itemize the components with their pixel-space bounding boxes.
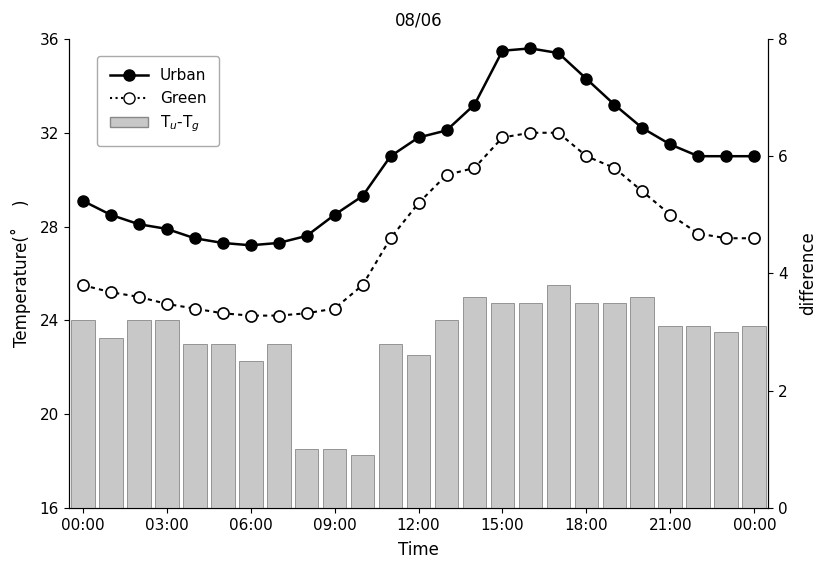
Green (637, 188, 647, 195)
Green (609, 165, 619, 172)
Green (720, 235, 730, 242)
Urban (218, 239, 227, 246)
Bar (351, 455, 374, 508)
Urban (441, 127, 451, 134)
Green (78, 282, 88, 288)
Green (301, 310, 311, 317)
Urban (469, 101, 479, 108)
Urban (497, 47, 507, 54)
Bar (546, 285, 570, 508)
Urban (246, 242, 256, 249)
Green (246, 312, 256, 319)
Green (497, 134, 507, 141)
Urban (609, 101, 619, 108)
Bar (266, 344, 290, 508)
Bar (602, 303, 625, 508)
Green (469, 165, 479, 172)
Green (581, 153, 590, 160)
Urban (189, 235, 199, 242)
Urban (301, 233, 311, 239)
Bar (434, 320, 458, 508)
Green (413, 200, 423, 206)
Urban (665, 141, 675, 148)
Green (273, 312, 283, 319)
X-axis label: Time: Time (398, 541, 438, 559)
Urban (552, 50, 562, 56)
Green (692, 230, 702, 237)
Urban (161, 226, 171, 233)
Bar (378, 344, 402, 508)
Urban (106, 211, 116, 218)
Urban (78, 197, 88, 204)
Green (134, 294, 144, 300)
Green (441, 172, 451, 178)
Bar (574, 303, 598, 508)
Bar (657, 326, 681, 508)
Title: 08/06: 08/06 (394, 11, 442, 29)
Green (385, 235, 395, 242)
Green (218, 310, 227, 317)
Bar (742, 326, 765, 508)
Green (665, 211, 675, 218)
Green (106, 289, 116, 296)
Line: Green: Green (77, 127, 759, 321)
Y-axis label: Temperature(˚    ): Temperature(˚ ) (11, 200, 31, 347)
Green (161, 300, 171, 307)
Green (189, 305, 199, 312)
Urban (329, 211, 339, 218)
Bar (406, 356, 430, 508)
Bar (294, 449, 318, 508)
Urban (525, 45, 535, 52)
Urban (385, 153, 395, 160)
Urban (637, 125, 647, 132)
Urban (134, 221, 144, 227)
Bar (714, 332, 738, 508)
Bar (518, 303, 542, 508)
Green (329, 305, 339, 312)
Bar (127, 320, 151, 508)
Bar (183, 344, 206, 508)
Bar (686, 326, 710, 508)
Bar (490, 303, 514, 508)
Bar (155, 320, 179, 508)
Urban (273, 239, 283, 246)
Legend: Urban, Green, T$_u$-T$_g$: Urban, Green, T$_u$-T$_g$ (98, 56, 218, 146)
Urban (413, 134, 423, 141)
Green (525, 129, 535, 136)
Urban (720, 153, 730, 160)
Bar (211, 344, 234, 508)
Urban (692, 153, 702, 160)
Line: Urban: Urban (77, 43, 759, 251)
Bar (238, 361, 262, 508)
Urban (748, 153, 758, 160)
Urban (357, 193, 367, 200)
Bar (323, 449, 346, 508)
Bar (98, 338, 122, 508)
Y-axis label: difference: difference (798, 231, 816, 315)
Green (552, 129, 562, 136)
Green (748, 235, 758, 242)
Green (357, 282, 367, 288)
Bar (462, 297, 485, 508)
Bar (629, 297, 653, 508)
Bar (71, 320, 94, 508)
Urban (581, 75, 590, 82)
